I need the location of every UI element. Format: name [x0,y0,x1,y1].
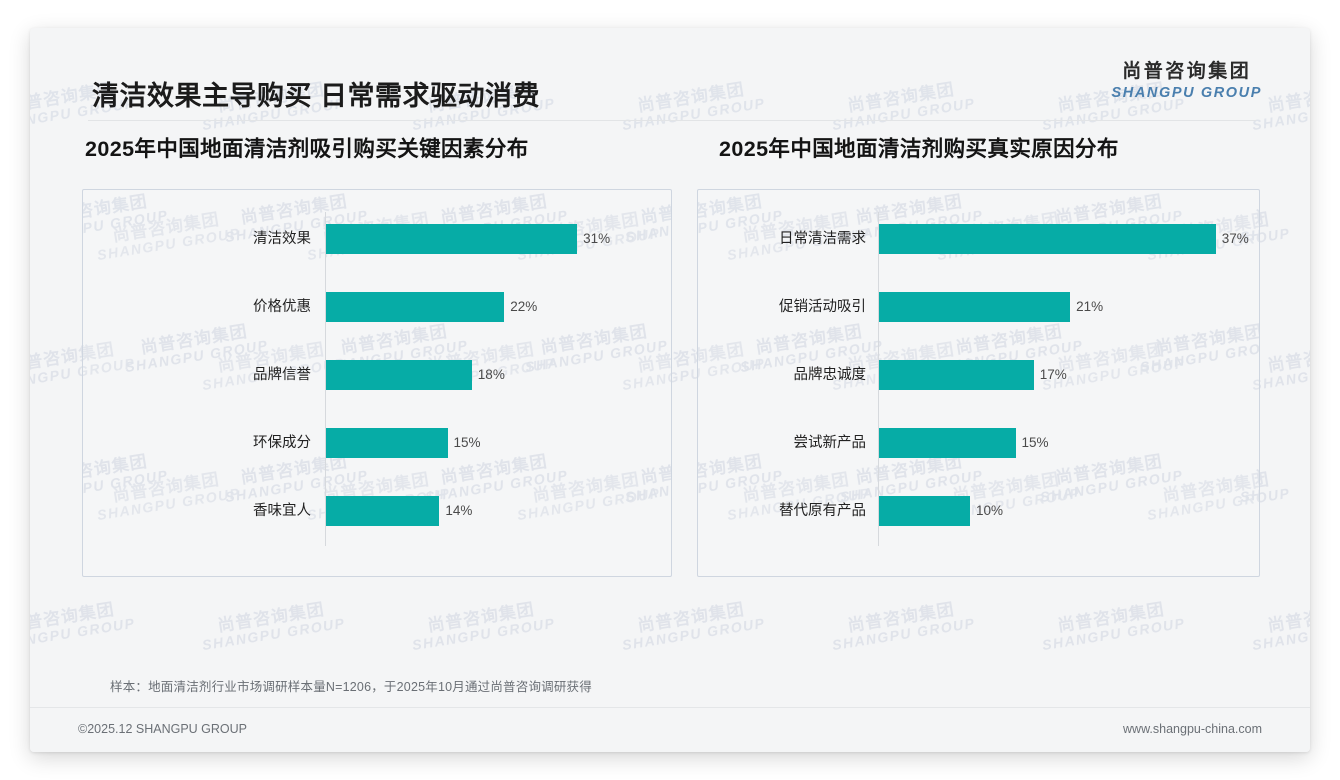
bar [326,428,448,458]
bar [879,360,1034,390]
chart-title-left: 2025年中国地面清洁剂吸引购买关键因素分布 [85,137,529,161]
plot-area-left: 清洁效果 31% 价格优惠 22% 品牌信誉 18% 环保成分 15% 香味宜人 14% [83,190,671,576]
bar [326,292,505,322]
page-title: 清洁效果主导购买 日常需求驱动消费 [92,81,541,111]
bar-category-label: 清洁效果 [253,231,311,247]
bar-value-label: 15% [453,435,481,450]
bar [326,224,578,254]
brand-logo: 尚普咨询集团 SHANGPU GROUP [1111,62,1262,101]
chart-block-key-factors: 2025年中国地面清洁剂吸引购买关键因素分布 尚普咨询集团 SHANGPU GRO… [82,132,672,577]
bar-value-label: 10% [976,503,1004,518]
bar-category-label: 日常清洁需求 [779,231,866,247]
bar [879,428,1016,458]
bar-value-label: 21% [1076,299,1104,314]
header-divider [88,120,1256,121]
category-axis-right [878,212,879,546]
bar-category-label: 替代原有产品 [779,503,866,519]
bar [879,292,1071,322]
footer-copyright: ©2025.12 SHANGPU GROUP [78,722,247,736]
bar-value-label: 37% [1221,231,1249,246]
bar-value-label: 15% [1021,435,1049,450]
chart-block-real-reasons: 2025年中国地面清洁剂购买真实原因分布 尚普咨询集团 SHANGPU GROUP… [697,132,1260,577]
sample-footnote: 样本：地面清洁剂行业市场调研样本量N=1206，于2025年10月通过尚普咨询调… [110,680,592,694]
bar-category-label: 环保成分 [253,435,311,451]
bar [879,496,970,526]
footer-website[interactable]: www.shangpu-china.com [1123,722,1262,736]
bar-category-label: 尝试新产品 [793,435,867,451]
chart-title-right: 2025年中国地面清洁剂购买真实原因分布 [719,137,1119,161]
bar-value-label: 31% [583,231,611,246]
chart-panel-left: 尚普咨询集团 SHANGPU GROUP 尚普咨询集团 SHANGPU GROUP 尚普… [82,189,672,577]
bar-value-label: 18% [477,367,505,382]
bar-category-label: 品牌忠诚度 [793,367,867,383]
category-axis-left [325,212,326,546]
plot-area-right: 日常清洁需求 37% 促销活动吸引 21% 品牌忠诚度 17% 尝试新产品 15% 替代原有产品… [698,190,1259,576]
bar-category-label: 价格优惠 [253,299,311,315]
slide-footer: ©2025.12 SHANGPU GROUP www.shangpu-china… [30,707,1310,752]
bar [326,360,472,390]
slide-header: 清洁效果主导购买 日常需求驱动消费 尚普咨询集团 SHANGPU GROUP [30,28,1310,120]
brand-logo-en: SHANGPU GROUP [1111,85,1262,101]
bar-value-label: 22% [510,299,538,314]
bar-value-label: 17% [1039,367,1067,382]
bar [326,496,440,526]
bar-category-label: 香味宜人 [253,503,311,519]
bar-category-label: 品牌信誉 [253,367,311,383]
bar [879,224,1216,254]
bar-category-label: 促销活动吸引 [779,299,866,315]
bar-value-label: 14% [445,503,473,518]
slide-card: 尚普咨询集团 SHANGPU GROUP 尚普咨询集团 SHANGPU GROUP 尚普… [30,28,1310,752]
brand-logo-cn: 尚普咨询集团 [1122,61,1252,82]
